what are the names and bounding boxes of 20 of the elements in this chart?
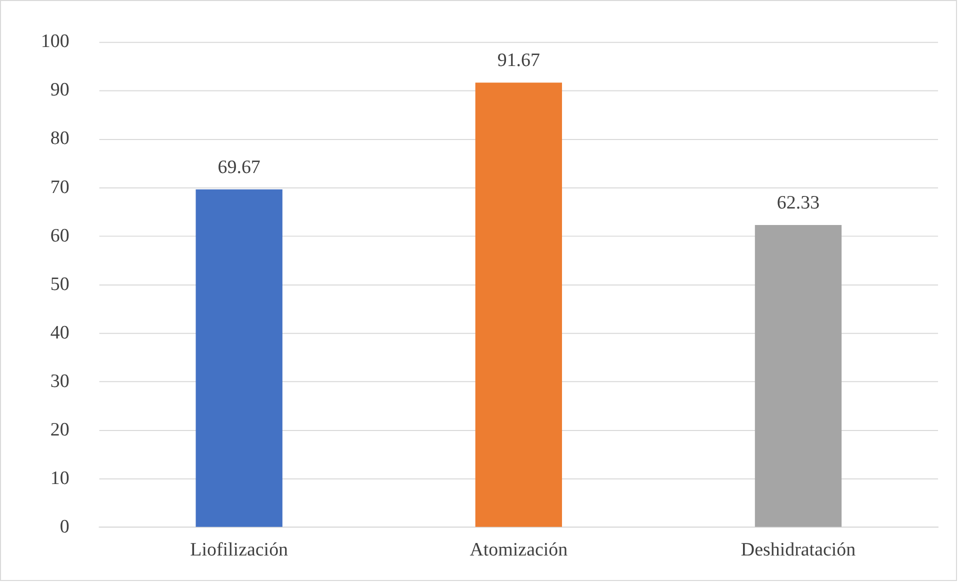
y-tick-label: 10 (50, 468, 70, 489)
y-tick-label: 20 (50, 419, 70, 440)
y-tick-label: 90 (50, 80, 70, 101)
y-tick-label: 80 (50, 128, 70, 150)
y-tick-label: 100 (40, 31, 70, 52)
bar (754, 225, 842, 527)
bar (475, 82, 562, 527)
x-tick-label: Deshidratación (740, 540, 856, 561)
y-tick-label: 70 (50, 176, 70, 198)
y-tick-label: 50 (50, 274, 70, 295)
bar (196, 189, 282, 527)
data-label: 69.67 (218, 156, 260, 178)
y-tick-label: 40 (50, 322, 70, 344)
y-tick-label: 0 (60, 516, 70, 538)
data-label: 62.33 (776, 192, 820, 214)
y-tick-label: 30 (50, 370, 70, 392)
data-label: 91.67 (497, 50, 540, 72)
x-tick-label: Atomización (470, 540, 568, 561)
y-tick-label: 60 (50, 225, 70, 246)
x-tick-label: Liofilización (190, 540, 289, 561)
